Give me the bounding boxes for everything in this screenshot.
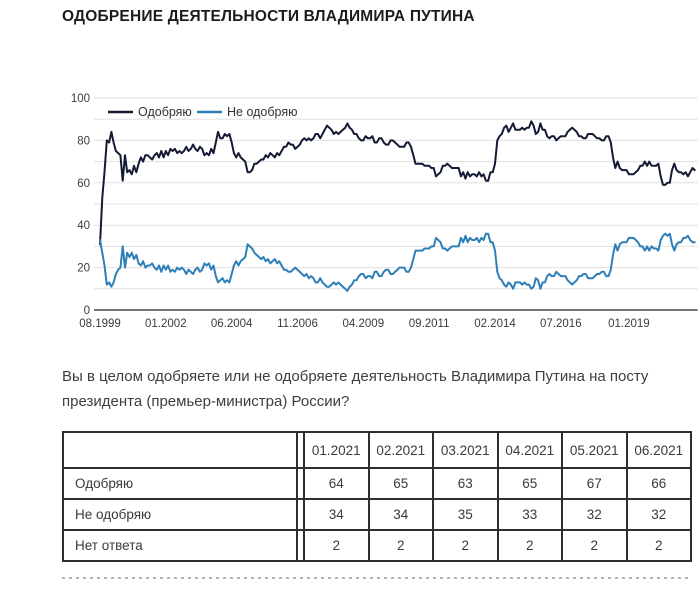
y-tick-label: 60 xyxy=(77,178,90,190)
legend-label-disapprove: Не одобряю xyxy=(227,105,298,119)
table-row: Одобряю 64 65 63 65 67 66 xyxy=(62,467,692,500)
y-tick-label: 100 xyxy=(71,93,90,105)
y-tick-label: 0 xyxy=(84,305,90,317)
value-cell: 67 xyxy=(561,467,628,500)
legend-label-approve: Одобряю xyxy=(138,105,192,119)
y-tick-label: 80 xyxy=(77,135,90,147)
y-tick-label: 40 xyxy=(77,220,90,232)
column-header: 02.2021 xyxy=(367,431,434,469)
x-tick-label: 02.2014 xyxy=(474,318,516,330)
results-table: 01.2021 02.2021 03.2021 04.2021 05.2021 06.20… xyxy=(62,431,692,562)
table-header-row: 01.2021 02.2021 03.2021 04.2021 05.2021 06.20… xyxy=(62,431,692,469)
value-cell: 65 xyxy=(496,467,563,500)
y-tick-label: 20 xyxy=(77,263,90,275)
x-tick-label: 08.1999 xyxy=(79,318,121,330)
value-cell: 35 xyxy=(432,498,499,531)
dotted-separator xyxy=(62,577,690,579)
value-cell: 33 xyxy=(496,498,563,531)
value-cell: 2 xyxy=(432,529,499,562)
approval-chart: 0 20 40 60 80 100 08.1999 01.2002 06.2004 11.2006… xyxy=(57,86,700,334)
value-cell: 34 xyxy=(367,498,434,531)
table-body: Одобряю 64 65 63 65 67 66 Не одобряю 34 34 35 33 32 3… xyxy=(62,467,692,562)
header-spacer-cell xyxy=(296,431,305,469)
table-row: Не одобряю 34 34 35 33 32 32 xyxy=(62,498,692,531)
value-cell: 64 xyxy=(303,467,370,500)
row-spacer-cell xyxy=(296,529,305,562)
row-label: Не одобряю xyxy=(62,498,298,531)
row-label: Нет ответа xyxy=(62,529,298,562)
approve-series-line xyxy=(99,120,696,246)
x-tick-label: 09.2011 xyxy=(409,318,450,330)
value-cell: 2 xyxy=(625,529,692,562)
value-cell: 66 xyxy=(625,467,692,500)
value-cell: 32 xyxy=(625,498,692,531)
value-cell: 63 xyxy=(432,467,499,500)
survey-question: Вы в целом одобряете или не одобряете де… xyxy=(62,368,649,410)
column-header: 03.2021 xyxy=(432,431,499,469)
approval-chart-svg: 0 20 40 60 80 100 08.1999 01.2002 06.2004 11.2006… xyxy=(71,93,698,330)
disapprove-series-line xyxy=(99,232,696,292)
column-header: 05.2021 xyxy=(561,431,628,469)
value-cell: 2 xyxy=(561,529,628,562)
x-tick-label: 01.2019 xyxy=(608,318,650,330)
x-tick-label: 04.2009 xyxy=(343,318,385,330)
x-tick-label: 01.2002 xyxy=(145,318,187,330)
row-spacer-cell xyxy=(296,467,305,500)
value-cell: 2 xyxy=(303,529,370,562)
column-header: 06.2021 xyxy=(625,431,692,469)
row-spacer-cell xyxy=(296,498,305,531)
column-header: 04.2021 xyxy=(496,431,563,469)
value-cell: 32 xyxy=(561,498,628,531)
x-tick-label: 07.2016 xyxy=(540,318,582,330)
value-cell: 2 xyxy=(496,529,563,562)
value-cell: 65 xyxy=(367,467,434,500)
table-row: Нет ответа 2 2 2 2 2 2 xyxy=(62,529,692,562)
value-cell: 2 xyxy=(367,529,434,562)
x-tick-label: 06.2004 xyxy=(211,318,253,330)
page-title: ОДОБРЕНИЕ ДЕЯТЕЛЬНОСТИ ВЛАДИМИРА ПУТИНА xyxy=(62,8,475,25)
column-header: 01.2021 xyxy=(303,431,370,469)
corner-cell xyxy=(62,431,298,469)
row-label: Одобряю xyxy=(62,467,298,500)
x-tick-label: 11.2006 xyxy=(277,318,318,330)
value-cell: 34 xyxy=(303,498,370,531)
